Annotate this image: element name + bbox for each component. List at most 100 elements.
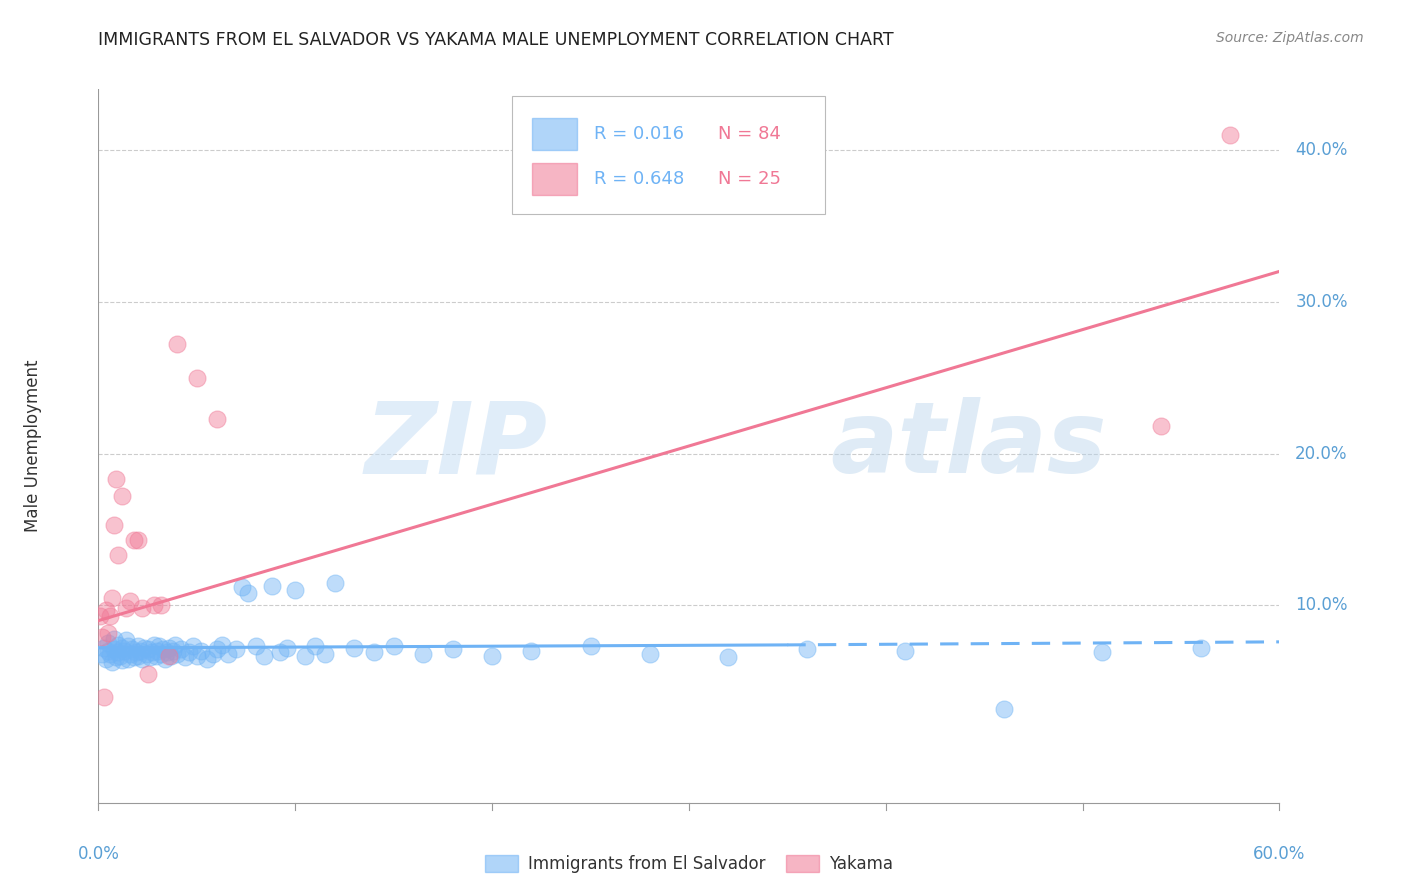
Point bbox=[166, 337, 188, 351]
Text: N = 25: N = 25 bbox=[718, 169, 782, 187]
Legend: Immigrants from El Salvador, Yakama: Immigrants from El Salvador, Yakama bbox=[478, 848, 900, 880]
Point bbox=[520, 644, 543, 658]
Text: atlas: atlas bbox=[831, 398, 1107, 494]
Point bbox=[93, 640, 115, 655]
Point bbox=[894, 644, 917, 658]
Point bbox=[145, 648, 167, 663]
Point bbox=[177, 645, 200, 659]
Point bbox=[117, 640, 139, 654]
Point bbox=[103, 518, 125, 533]
Point bbox=[107, 645, 129, 659]
Point bbox=[205, 642, 228, 657]
Text: 20.0%: 20.0% bbox=[1295, 444, 1348, 463]
Point bbox=[165, 638, 187, 652]
Point bbox=[343, 640, 366, 655]
Point bbox=[93, 690, 115, 704]
Point bbox=[127, 533, 149, 548]
Point bbox=[142, 599, 165, 613]
Point bbox=[304, 640, 326, 654]
Point bbox=[162, 644, 184, 658]
Point bbox=[127, 648, 149, 663]
Point bbox=[1150, 419, 1173, 434]
Point bbox=[231, 580, 253, 594]
Point bbox=[89, 609, 111, 624]
Point bbox=[1189, 640, 1212, 655]
Point bbox=[236, 586, 259, 600]
Point bbox=[115, 633, 138, 648]
Point bbox=[103, 642, 125, 657]
Point bbox=[150, 599, 173, 613]
Point bbox=[131, 601, 153, 615]
Point bbox=[97, 644, 120, 658]
Point bbox=[98, 609, 121, 624]
Point bbox=[441, 642, 464, 657]
Point bbox=[269, 645, 291, 659]
Point bbox=[152, 642, 174, 657]
Point bbox=[112, 644, 135, 658]
Point bbox=[717, 650, 740, 665]
Point bbox=[993, 701, 1015, 715]
Point bbox=[97, 625, 120, 640]
FancyBboxPatch shape bbox=[531, 162, 576, 194]
Point bbox=[111, 653, 134, 667]
Point bbox=[96, 651, 118, 665]
Text: 10.0%: 10.0% bbox=[1295, 597, 1348, 615]
Point bbox=[150, 647, 173, 661]
Point bbox=[170, 642, 193, 657]
Point bbox=[174, 650, 197, 665]
Text: R = 0.016: R = 0.016 bbox=[595, 125, 685, 143]
Point bbox=[107, 549, 129, 563]
Point bbox=[91, 647, 114, 661]
Point bbox=[98, 647, 121, 661]
Point bbox=[323, 575, 346, 590]
Point bbox=[314, 647, 336, 661]
Point bbox=[131, 651, 153, 665]
Point bbox=[117, 651, 139, 665]
Text: Male Unemployment: Male Unemployment bbox=[24, 359, 42, 533]
Point bbox=[91, 630, 114, 644]
Point bbox=[101, 591, 124, 605]
FancyBboxPatch shape bbox=[512, 96, 825, 214]
Point bbox=[138, 650, 160, 665]
Point bbox=[97, 636, 120, 650]
Point bbox=[128, 644, 150, 658]
Point bbox=[136, 642, 159, 657]
Point bbox=[103, 632, 125, 646]
Point bbox=[276, 640, 298, 655]
Point bbox=[412, 647, 434, 661]
Point bbox=[160, 648, 183, 663]
Text: 60.0%: 60.0% bbox=[1253, 846, 1306, 863]
Point bbox=[96, 603, 118, 617]
Point bbox=[1219, 128, 1241, 142]
Point bbox=[111, 640, 134, 655]
Point bbox=[294, 648, 316, 663]
Point bbox=[155, 651, 177, 665]
Point bbox=[105, 650, 128, 665]
Point bbox=[141, 645, 163, 659]
Point bbox=[135, 647, 157, 661]
Point bbox=[107, 638, 129, 652]
Point bbox=[148, 640, 170, 654]
Point bbox=[201, 647, 224, 661]
Point bbox=[260, 579, 283, 593]
Point bbox=[115, 601, 138, 615]
Text: IMMIGRANTS FROM EL SALVADOR VS YAKAMA MALE UNEMPLOYMENT CORRELATION CHART: IMMIGRANTS FROM EL SALVADOR VS YAKAMA MA… bbox=[98, 31, 894, 49]
Text: 40.0%: 40.0% bbox=[1295, 141, 1347, 159]
Point bbox=[253, 648, 276, 663]
Point bbox=[105, 472, 128, 486]
Text: 0.0%: 0.0% bbox=[77, 846, 120, 863]
Point bbox=[111, 489, 134, 503]
Point bbox=[225, 642, 247, 657]
Point bbox=[284, 583, 307, 598]
Point bbox=[142, 638, 165, 652]
Point bbox=[382, 640, 405, 654]
Text: 30.0%: 30.0% bbox=[1295, 293, 1348, 310]
Point bbox=[363, 645, 385, 659]
Text: N = 84: N = 84 bbox=[718, 125, 782, 143]
Point bbox=[136, 666, 159, 681]
Point bbox=[146, 644, 169, 658]
Text: ZIP: ZIP bbox=[364, 398, 547, 494]
Point bbox=[166, 647, 188, 661]
Point bbox=[121, 642, 143, 657]
Point bbox=[190, 644, 212, 658]
